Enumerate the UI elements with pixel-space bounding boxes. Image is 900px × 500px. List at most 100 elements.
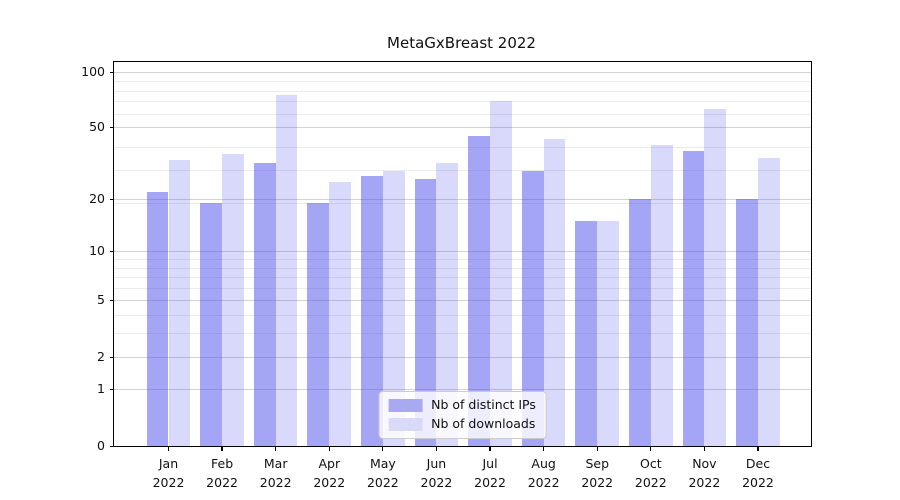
x-tick-month: Jun: [426, 456, 447, 471]
y-tick-label-0: 0: [97, 437, 105, 453]
gridline-major-100: [114, 71, 811, 73]
bar-downloads-apr: [329, 182, 352, 446]
chart-title: MetaGxBreast 2022: [387, 34, 536, 52]
bar-ips-jun: [414, 179, 437, 446]
x-tick-year: 2022: [420, 475, 453, 491]
y-tick-label-10: 10: [89, 243, 105, 259]
x-tick-month: Nov: [692, 456, 717, 471]
x-tick-month: Aug: [531, 456, 556, 471]
x-tick-label-jun: Jun 2022: [406, 454, 466, 493]
gridline-minor-6: [114, 287, 811, 289]
legend-row-distinct-ips: Nb of distinct IPs: [388, 399, 536, 412]
y-tick-label-50: 50: [89, 119, 105, 135]
x-tick-year: 2022: [206, 475, 238, 491]
x-tick-month: Feb: [211, 456, 234, 471]
bar-ips-dec: [736, 199, 758, 446]
gridline-minor-59: [114, 113, 811, 115]
bar-ips-may: [361, 176, 383, 446]
y-tick-mark-20: [110, 198, 114, 200]
gridline-minor-79: [114, 90, 811, 92]
bar-ips-jan: [146, 192, 169, 446]
y-tick-label-2: 2: [97, 348, 105, 364]
gridline-minor-29: [114, 170, 811, 172]
x-tick-month: May: [369, 456, 396, 471]
y-tick-mark-50: [110, 127, 114, 129]
plot-area: Nb of distinct IPs Nb of downloads 0 1 2 5 1…: [81, 61, 812, 490]
x-tick-mark-jul: [489, 447, 491, 451]
x-tick-year: 2022: [313, 475, 346, 491]
legend-swatch-distinct-ips: [388, 399, 423, 412]
gridline-major-20: [114, 198, 811, 200]
x-tick-label-nov: Nov 2022: [674, 454, 734, 493]
bar-downloads-may: [382, 170, 405, 446]
y-tick-mark-5: [110, 300, 114, 302]
legend-row-downloads: Nb of downloads: [388, 418, 536, 431]
x-tick-label-may: May 2022: [353, 454, 413, 493]
y-tick-mark-2: [110, 356, 114, 358]
x-tick-mark-aug: [543, 447, 545, 451]
bar-downloads-jul: [490, 100, 512, 446]
gridline-minor-7: [114, 277, 811, 279]
x-tick-month: Apr: [318, 456, 341, 471]
bar-ips-aug: [521, 170, 544, 446]
x-tick-label-mar: Mar 2022: [246, 454, 306, 493]
x-tick-mark-jun: [435, 447, 438, 451]
x-tick-mark-sep: [596, 447, 598, 451]
x-tick-mark-may: [382, 447, 384, 451]
gridline-minor-69: [114, 101, 811, 103]
bar-ips-feb: [200, 203, 223, 446]
gridline-minor-3: [114, 333, 811, 335]
gridline-major-1: [114, 389, 811, 391]
x-tick-year: 2022: [527, 475, 560, 491]
gridline-major-2: [114, 356, 811, 358]
bar-ips-nov: [682, 151, 705, 446]
x-tick-year: 2022: [581, 475, 614, 491]
gridline-major-5: [114, 300, 811, 302]
bar-ips-sep: [575, 221, 598, 446]
gridline-minor-19: [114, 202, 811, 204]
x-tick-label-jul: Jul 2022: [460, 454, 520, 493]
gridline-major-10: [114, 251, 811, 253]
y-tick-mark-0: [110, 445, 114, 447]
x-tick-year: 2022: [152, 475, 185, 491]
x-tick-month: Dec: [745, 456, 771, 471]
x-tick-mark-mar: [275, 447, 277, 451]
x-tick-label-feb: Feb 2022: [192, 454, 252, 493]
x-tick-label-oct: Oct 2022: [621, 454, 681, 493]
x-tick-label-apr: Apr 2022: [299, 454, 359, 493]
bar-downloads-dec: [757, 158, 780, 446]
x-tick-year: 2022: [474, 475, 506, 491]
x-tick-label-jan: Jan 2022: [139, 454, 199, 493]
legend-swatch-downloads: [388, 418, 423, 431]
x-tick-mark-dec: [757, 447, 759, 451]
bar-downloads-oct: [650, 145, 673, 446]
y-tick-label-20: 20: [89, 190, 105, 206]
x-tick-year: 2022: [259, 475, 292, 491]
bar-downloads-aug: [543, 139, 566, 446]
bar-ips-oct: [629, 199, 651, 446]
x-tick-year: 2022: [634, 475, 667, 491]
y-tick-label-100: 100: [81, 63, 105, 79]
x-tick-month: Oct: [639, 456, 662, 471]
bar-ips-apr: [307, 203, 330, 446]
gridline-minor-9: [114, 259, 811, 260]
gridline-minor-8: [114, 267, 811, 269]
x-tick-month: Mar: [263, 456, 288, 471]
y-tick-mark-100: [110, 71, 114, 73]
y-tick-mark-10: [110, 251, 114, 253]
bar-downloads-nov: [704, 109, 727, 446]
bar-downloads-jan: [168, 160, 191, 446]
x-tick-label-dec: Dec 2022: [728, 454, 788, 493]
bar-downloads-feb: [222, 153, 244, 446]
gridline-minor-4: [114, 315, 811, 317]
x-tick-month: Jul: [482, 456, 498, 471]
bar-downloads-mar: [275, 95, 298, 446]
y-tick-label-1: 1: [97, 381, 105, 397]
gridline-major-50: [114, 127, 811, 129]
y-tick-label-5: 5: [97, 292, 105, 308]
legend: Nb of distinct IPs Nb of downloads: [378, 391, 547, 439]
bar-downloads-jun: [436, 162, 459, 446]
bar-ips-mar: [253, 162, 276, 446]
x-tick-mark-apr: [328, 447, 330, 451]
